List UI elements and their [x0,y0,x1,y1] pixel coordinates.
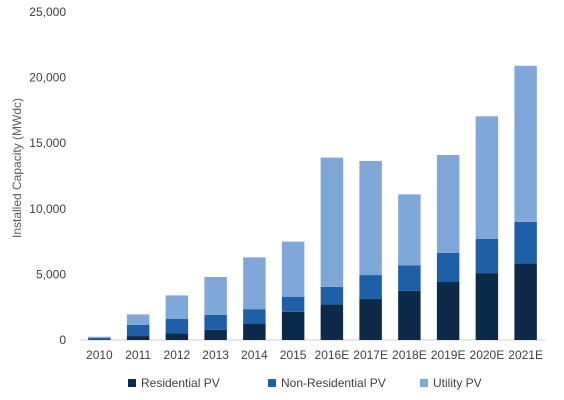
bar-segment [398,290,421,340]
x-tick-label: 2012 [164,348,191,362]
bars [88,65,537,340]
y-axis-ticks: 0 5,000 10,000 15,000 20,000 25,000 [29,5,66,347]
legend-label: Residential PV [141,376,220,390]
legend-label: Utility PV [433,376,482,390]
legend-swatch [128,379,136,387]
bar-segment [281,241,305,297]
bar-segment [475,116,499,239]
bar-segment [436,281,460,340]
bar-segment [359,160,382,276]
legend-label: Non-Residential PV [281,376,386,390]
bar-segment [126,324,150,337]
x-tick-label: 2016E [315,348,350,362]
bar-segment [514,221,537,264]
y-tick-label: 5,000 [36,267,66,281]
y-tick-label: 20,000 [29,71,66,85]
bar-segment [243,257,266,310]
bar-segment [204,277,227,315]
bar-segment [126,336,150,340]
bar-segment [88,336,111,338]
x-tick-label: 2011 [125,348,151,362]
bar-segment [320,304,344,340]
bar-segment [243,309,266,324]
x-tick-label: 2018E [392,348,427,362]
bar-segment [475,273,499,340]
x-tick-label: 2014 [241,348,268,362]
bar-segment [398,265,421,291]
legend-swatch [268,379,276,387]
x-tick-label: 2017E [353,348,388,362]
bar-segment [88,339,111,340]
bar-segment [359,298,382,340]
y-tick-label: 25,000 [29,5,66,19]
bar-segment [204,314,227,330]
y-tick-label: 15,000 [29,136,66,150]
x-axis-ticks: 2010 2011 2012 2013 2014 2015 2016E 2017E 2018E 2… [86,348,543,362]
x-tick-label: 2010 [86,348,113,362]
x-tick-label: 2019E [431,348,466,362]
bar-segment [320,286,344,305]
bar-segment [165,319,189,334]
bar-segment [88,337,111,340]
bar-segment [436,155,460,253]
x-tick-label: 2021E [508,348,543,362]
y-axis-title: Installed Capacity (MWdc) [10,98,24,238]
bar-segment [514,65,537,222]
bar-segment [436,252,460,282]
y-tick-label: 0 [59,333,66,347]
bar-segment [281,296,305,312]
bar-segment [165,295,189,320]
x-tick-label: 2020E [470,348,505,362]
bar-segment [126,314,150,325]
bar-segment [398,194,421,266]
bar-segment [204,329,227,340]
x-tick-label: 2015 [280,348,307,362]
y-tick-label: 10,000 [29,202,66,216]
legend: Residential PV Non-Residential PV Utility … [128,376,482,390]
legend-swatch [420,379,428,387]
bar-segment [475,238,499,274]
bar-segment [281,311,305,340]
x-tick-label: 2013 [202,348,229,362]
bar-segment [165,333,189,340]
bar-segment [243,323,266,340]
bar-segment [514,263,537,340]
bar-segment [320,157,344,287]
bar-segment [359,275,382,299]
